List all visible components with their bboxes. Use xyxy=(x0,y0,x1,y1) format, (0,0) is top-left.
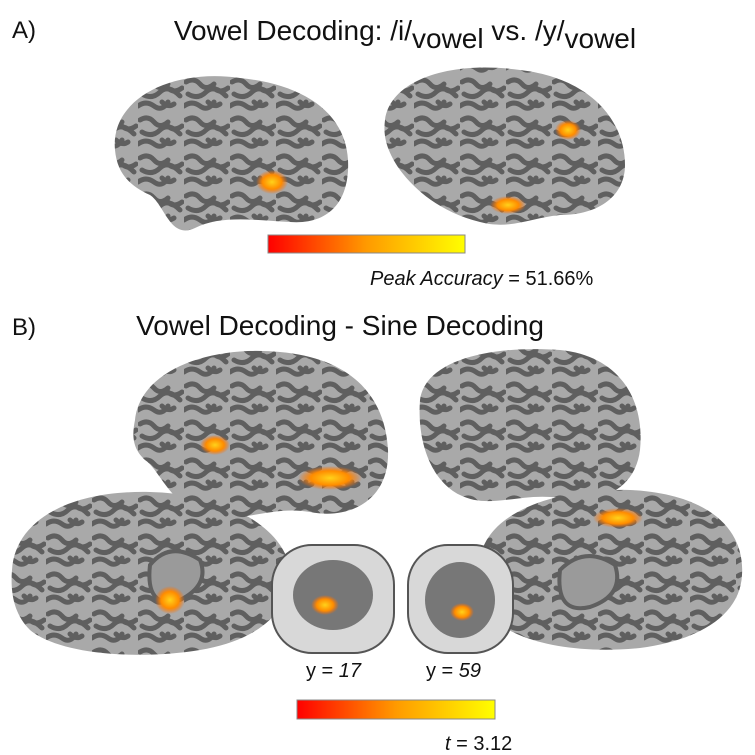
panel-label: B) xyxy=(12,314,36,341)
activation xyxy=(200,435,230,455)
activation xyxy=(311,595,339,615)
caption-value: = 51.66% xyxy=(503,268,594,290)
colorbar-caption: t = 3.12 xyxy=(445,733,512,755)
caption-value: = 3.12 xyxy=(451,733,513,755)
activation xyxy=(155,586,185,614)
title-part: vs. /y/ xyxy=(484,15,565,46)
slice-coordinate: 17 xyxy=(339,660,362,682)
page: {"panel_a": {"label": "A)", "title": {"p… xyxy=(0,0,755,755)
colorbar xyxy=(268,235,465,253)
brain-lateral-left xyxy=(115,76,348,230)
colorbar xyxy=(297,700,495,719)
slice-label: y = 59 xyxy=(426,660,481,682)
activation xyxy=(298,466,362,490)
panel-label: A) xyxy=(12,17,36,44)
caption-measure: Peak Accuracy xyxy=(370,268,504,290)
slice-tissue xyxy=(425,562,495,638)
activation xyxy=(450,603,474,621)
slice-prefix: y = xyxy=(306,660,339,682)
slice-prefix: y = xyxy=(426,660,459,682)
slice-label: y = 17 xyxy=(306,660,362,682)
activation xyxy=(593,508,643,528)
activation xyxy=(256,170,288,194)
activation xyxy=(490,196,526,214)
brain-lateral-left xyxy=(133,351,388,518)
slice-coordinate: 59 xyxy=(459,660,481,682)
colorbar-caption: Peak Accuracy = 51.66% xyxy=(370,268,593,290)
title-part: Vowel Decoding: /i/ xyxy=(174,15,412,46)
figure: A) Vowel Decoding: /i/vowel vs. /y/vowel… xyxy=(0,0,755,755)
panel-title: Vowel Decoding: /i/vowel vs. /y/vowel xyxy=(174,15,636,54)
title-subscript: vowel xyxy=(565,23,637,54)
panel-title: Vowel Decoding - Sine Decoding xyxy=(136,310,544,341)
brain-lateral-right xyxy=(420,349,641,501)
title-subscript: vowel xyxy=(412,23,484,54)
slice-tissue xyxy=(293,560,373,630)
activation xyxy=(555,120,581,140)
